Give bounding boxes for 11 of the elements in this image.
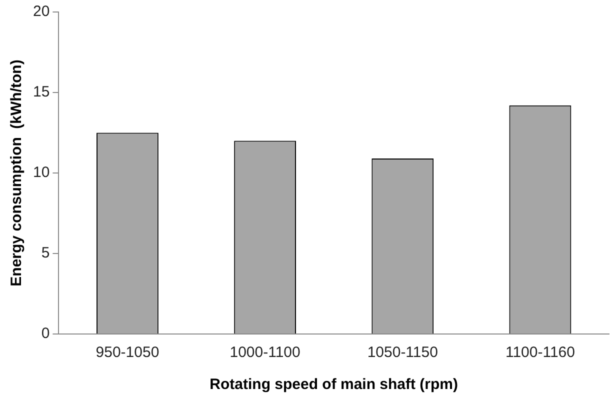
y-tick-label: 5 xyxy=(41,244,50,262)
x-tick-label: 1050-1150 xyxy=(367,344,438,362)
y-tick-label: 15 xyxy=(32,84,50,101)
x-tick-label: 950-1050 xyxy=(96,344,160,362)
x-tick-label: 1100-1160 xyxy=(505,344,575,362)
y-tick-label: 20 xyxy=(32,3,50,20)
y-axis-title: Energy consumption (kWh/ton) xyxy=(8,60,26,286)
y-tick-label: 10 xyxy=(32,164,50,182)
x-axis-title: Rotating speed of main shaft (rpm) xyxy=(210,376,458,394)
y-tick-label: 0 xyxy=(41,325,50,342)
x-tick-label: 1000-1100 xyxy=(230,344,300,362)
